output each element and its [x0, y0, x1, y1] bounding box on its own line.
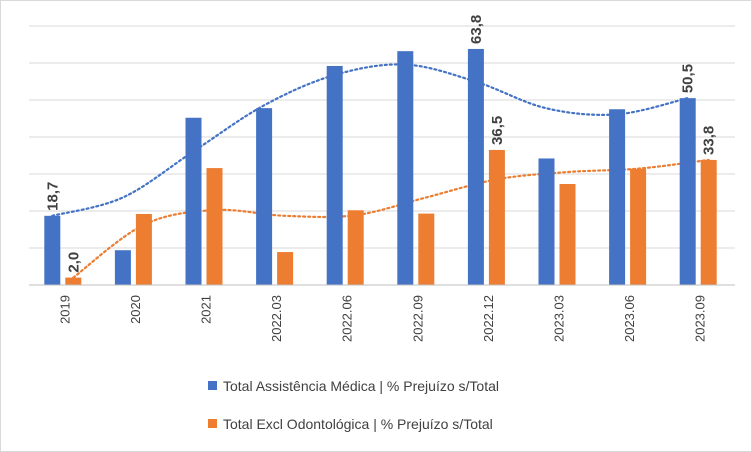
trendline-series-2 — [72, 158, 710, 279]
bar-series-1-2022.06 — [326, 65, 343, 286]
bars — [44, 48, 717, 286]
data-label-series-2-2023.09: 33,8 — [701, 126, 718, 155]
bar-series-1-2020 — [114, 250, 131, 285]
legend-swatch-series-2 — [208, 419, 217, 428]
x-tick-label: 2022.06 — [340, 295, 355, 342]
x-tick-label: 2021 — [199, 295, 214, 324]
x-tick-label: 2019 — [57, 295, 72, 324]
x-tick-label: 2022.09 — [410, 295, 425, 342]
data-label-series-1-2022.12: 63,8 — [468, 15, 485, 44]
x-axis: 2019 2020 2021 2022.03 2022.06 2022.09 2022.12… — [29, 284, 735, 342]
trendline-series-1 — [51, 63, 689, 217]
x-tick-label: 2022.12 — [481, 295, 496, 342]
bar-series-2-2019 — [65, 277, 82, 285]
x-tick-label: 2023.06 — [622, 295, 637, 342]
x-tick-label: 2023.03 — [552, 295, 567, 342]
bar-series-2-2023.06 — [630, 168, 647, 285]
legend: Total Assistência Médica | % Prejuízo s/… — [208, 378, 499, 432]
bar-series-1-2023.06 — [609, 109, 626, 285]
data-label-series-2-2022.12: 36,5 — [489, 116, 506, 145]
data-labels: 18,7 63,8 50,5 2,0 36,5 33,8 — [44, 15, 717, 273]
legend-label-series-1: Total Assistência Médica | % Prejuízo s/… — [223, 378, 499, 394]
gridlines — [29, 25, 735, 249]
data-label-series-1-2023.09: 50,5 — [680, 64, 697, 93]
bar-series-2-2022.12 — [488, 149, 505, 285]
bar-series-1-2021 — [185, 117, 202, 285]
trendlines — [51, 63, 710, 279]
legend-label-series-2: Total Excl Odontológica | % Prejuízo s/T… — [223, 416, 493, 432]
bar-series-2-2021 — [206, 168, 223, 285]
data-label-series-1-2019: 18,7 — [44, 182, 61, 211]
data-label-series-2-2019: 2,0 — [65, 252, 82, 273]
bar-series-2-2022.03 — [277, 252, 294, 285]
bar-series-1-2023.09 — [679, 98, 696, 286]
bar-series-2-2020 — [135, 213, 152, 285]
bar-series-1-2019 — [44, 215, 61, 285]
bar-series-2-2022.06 — [347, 210, 364, 285]
x-tick-label: 2022.03 — [269, 295, 284, 342]
bar-series-2-2023.03 — [559, 183, 576, 285]
bar-series-1-2022.09 — [397, 51, 414, 285]
bar-series-2-2023.09 — [700, 159, 717, 285]
legend-swatch-series-1 — [208, 381, 217, 390]
bar-series-1-2022.03 — [256, 108, 273, 285]
bar-series-2-2022.09 — [418, 213, 435, 285]
bar-series-1-2023.03 — [538, 158, 555, 285]
bar-series-1-2022.12 — [467, 48, 484, 285]
x-tick-label: 2023.09 — [693, 295, 708, 342]
x-tick-label: 2020 — [128, 295, 143, 324]
